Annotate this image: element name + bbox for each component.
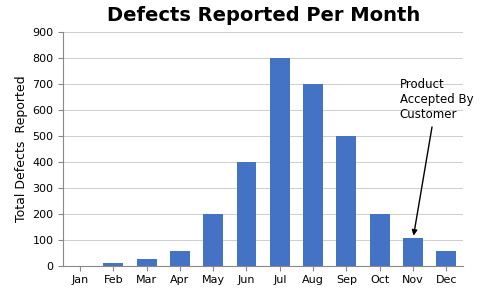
Bar <box>237 162 256 266</box>
Bar <box>437 251 456 266</box>
Bar <box>403 238 423 266</box>
Bar <box>337 136 356 266</box>
Title: Defects Reported Per Month: Defects Reported Per Month <box>107 6 420 24</box>
Bar <box>203 214 223 266</box>
Bar <box>137 259 156 266</box>
Bar <box>103 263 123 266</box>
Bar <box>270 58 290 266</box>
Text: Product
Accepted By
Customer: Product Accepted By Customer <box>400 79 473 234</box>
Y-axis label: Total Defects  Reported: Total Defects Reported <box>15 75 28 222</box>
Bar <box>170 251 190 266</box>
Bar <box>303 84 323 266</box>
Bar <box>370 214 390 266</box>
